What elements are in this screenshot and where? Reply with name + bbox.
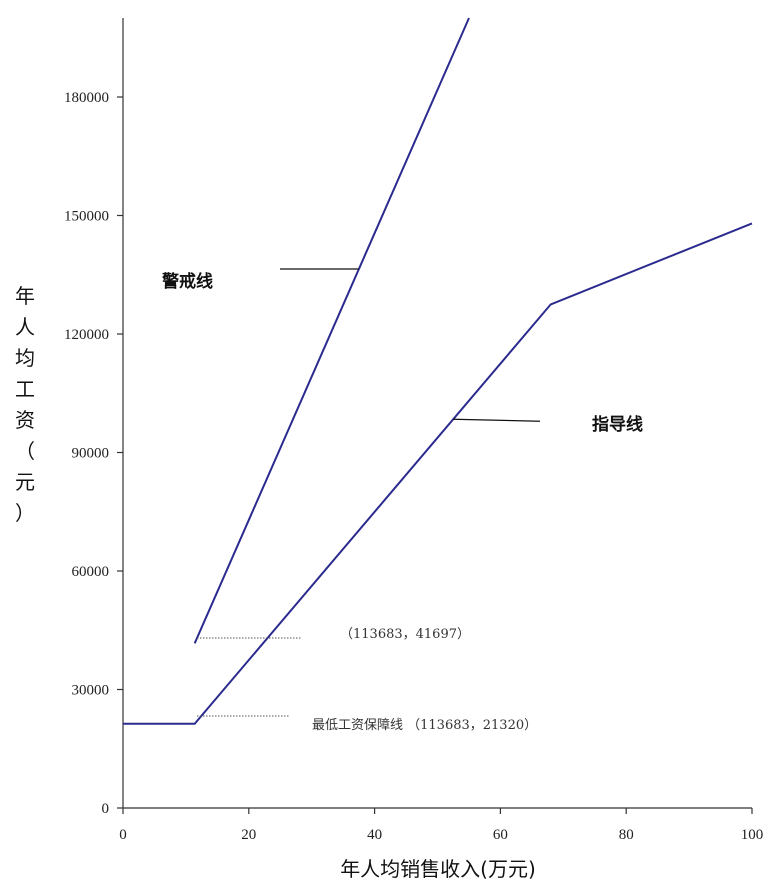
series-label-warning-line: 警戒线 — [161, 271, 213, 292]
x-tick-label: 0 — [119, 827, 127, 843]
y-axis-ticks: 0 30000 60000 90000 120000 150000 180000 — [64, 90, 123, 817]
x-tick-label: 60 — [493, 827, 508, 843]
y-tick-label: 180000 — [64, 90, 109, 106]
series-lines — [123, 17, 753, 725]
plot-area — [122, 18, 752, 809]
series-label-guide-line: 指导线 — [592, 414, 643, 435]
x-axis-ticks: 0 20 40 60 80 100 — [119, 808, 763, 843]
series-leaders — [280, 268, 541, 422]
x-tick-label: 100 — [741, 827, 764, 843]
y-axis-title-char: 资 — [15, 408, 35, 432]
y-axis-title-char: （ — [15, 439, 35, 463]
x-tick-label: 80 — [619, 827, 634, 843]
y-tick-label: 60000 — [72, 564, 110, 580]
annotation-lower: 最低工资保障线 （113683，21320） — [312, 718, 537, 733]
y-axis-title-char: 均 — [15, 346, 35, 370]
annotations: （113683，41697） 最低工资保障线 （113683，21320） — [197, 627, 537, 733]
y-axis-title-char: 年 — [15, 284, 35, 308]
y-tick-label: 150000 — [64, 209, 109, 225]
series-line-guide — [123, 222, 753, 725]
y-axis-title-char: 元 — [15, 470, 35, 494]
x-tick-label: 20 — [241, 827, 256, 843]
x-tick-label: 40 — [367, 827, 382, 843]
y-axis-title-char: 工 — [15, 377, 35, 401]
series-line-warning — [193, 17, 470, 644]
annotation-upper: （113683，41697） — [340, 627, 470, 642]
x-axis-title: 年人均销售收入(万元) — [340, 857, 536, 881]
y-axis-title-char: ） — [15, 501, 35, 525]
series-leader-guide — [453, 418, 541, 422]
y-tick-label: 0 — [102, 801, 110, 817]
y-tick-label: 120000 — [64, 327, 109, 343]
y-axis-title-char: 人 — [15, 315, 35, 339]
y-tick-label: 90000 — [72, 446, 110, 462]
y-tick-label: 30000 — [72, 683, 110, 699]
